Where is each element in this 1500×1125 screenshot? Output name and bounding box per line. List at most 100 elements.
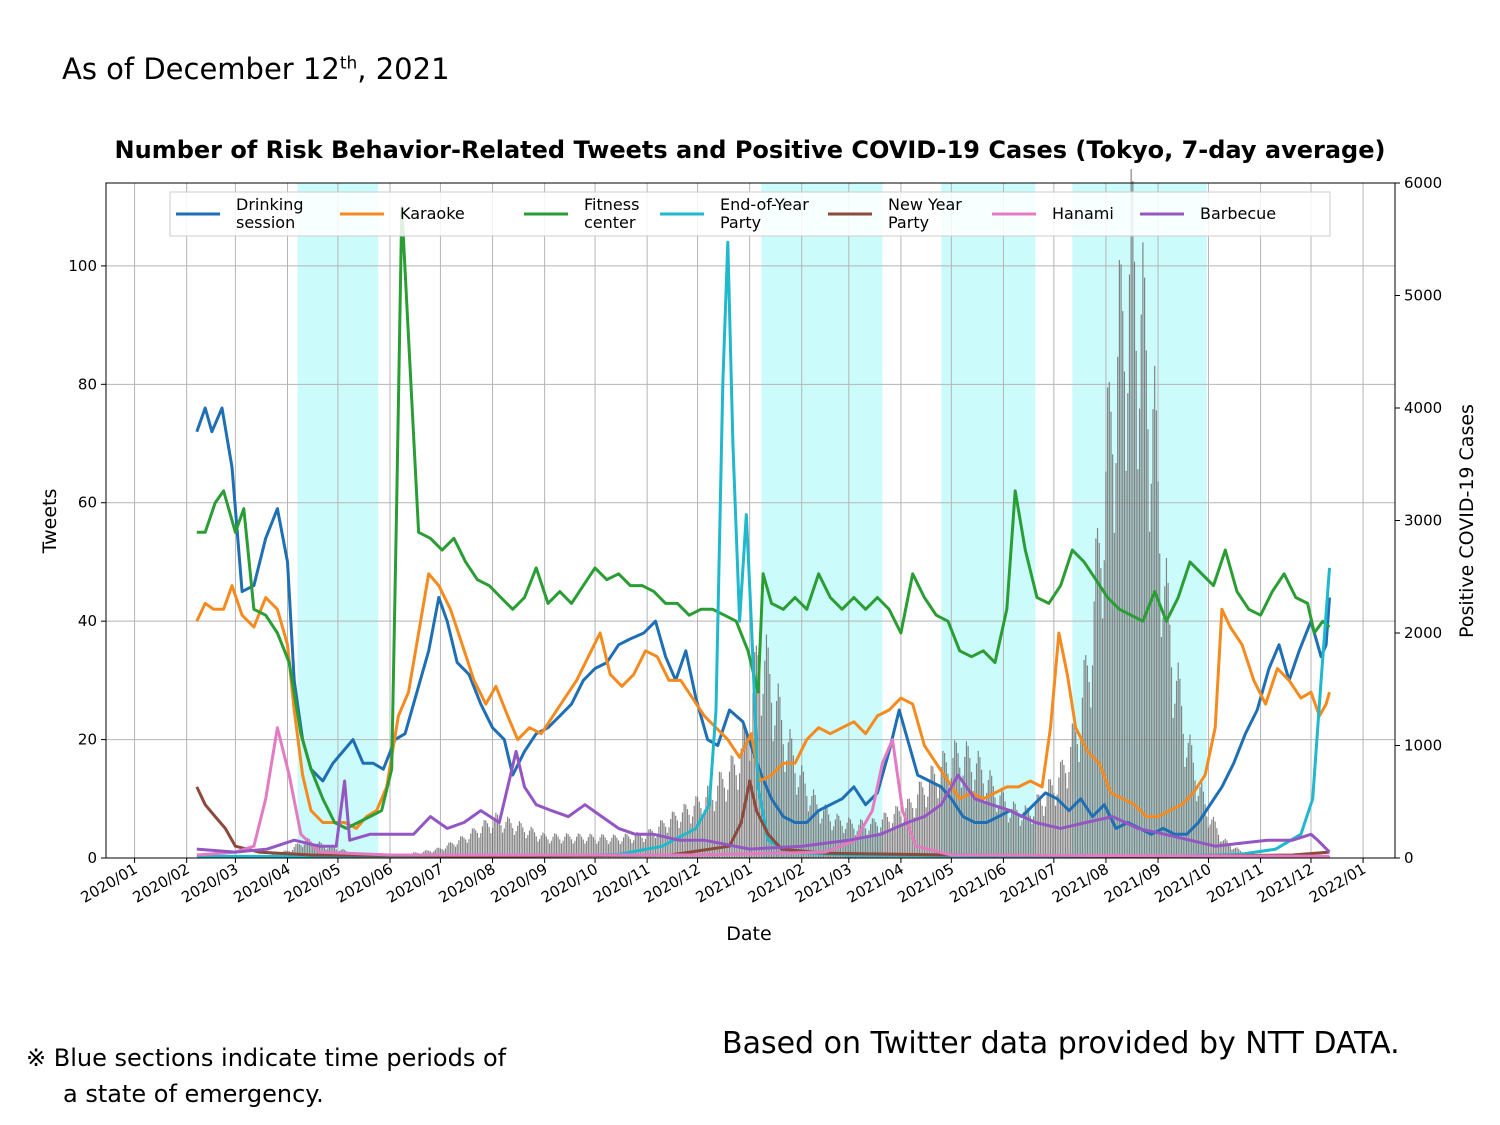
cases-bar	[313, 847, 315, 858]
x-tick-label-20: 2021/09	[1101, 860, 1164, 907]
cases-bar	[438, 847, 440, 858]
cases-bar	[1137, 469, 1139, 858]
cases-bar	[854, 835, 857, 858]
cases-bar	[970, 771, 973, 858]
note-line-1: ※ Blue sections indicate time periods of	[26, 1044, 507, 1072]
x-tick-label-23: 2021/12	[1254, 860, 1317, 907]
legend-label-fitness-center: Fitness center	[584, 195, 639, 232]
cases-bar	[607, 844, 610, 858]
cases-bar	[940, 767, 942, 858]
cases-bar	[629, 839, 631, 858]
cases-bar	[528, 830, 531, 858]
cases-bar	[928, 780, 931, 858]
cases-bar	[1083, 659, 1085, 858]
cases-bar	[972, 791, 974, 858]
cases-bar	[611, 837, 613, 858]
cases-bar	[1006, 810, 1008, 858]
cases-bar	[547, 839, 549, 858]
cases-bar	[752, 692, 754, 858]
cases-bar	[451, 843, 453, 858]
cases-bar	[871, 818, 873, 858]
cases-bar	[1224, 838, 1226, 858]
cases-bar	[518, 821, 521, 858]
cases-bar	[1174, 703, 1176, 858]
cases-bar	[938, 785, 941, 858]
cases-bar	[575, 836, 578, 858]
cases-bar	[591, 834, 593, 858]
cases-bar	[1048, 779, 1050, 858]
cases-bar	[1096, 528, 1099, 858]
cases-bar	[305, 840, 307, 858]
cases-bar	[992, 786, 994, 858]
x-tick-label-8: 2020/09	[488, 860, 551, 907]
cases-bar	[967, 745, 969, 858]
cases-bar	[922, 787, 924, 858]
cases-bar	[1154, 365, 1156, 858]
cases-bar	[533, 832, 536, 858]
cases-bar	[512, 828, 514, 858]
cases-bar	[984, 801, 986, 858]
cases-bar	[903, 818, 905, 858]
cases-bar	[1036, 794, 1038, 858]
cases-bar	[979, 757, 981, 858]
cases-bar	[616, 837, 618, 858]
legend: Drinking session Karaoke Fitness center End-o…	[169, 191, 1331, 237]
cases-bar	[436, 847, 438, 858]
series-line-barbecue	[196, 749, 1331, 854]
cases-bar	[554, 833, 556, 858]
cases-bar	[870, 823, 872, 858]
series-line-karaoke	[195, 572, 1331, 830]
cases-bar	[570, 839, 573, 858]
cases-bar	[673, 812, 675, 858]
cases-bar	[881, 819, 884, 858]
cases-bar	[1177, 662, 1179, 858]
cases-bar	[1201, 782, 1203, 858]
cases-bar	[678, 828, 680, 858]
x-tick-label-21: 2021/10	[1151, 860, 1214, 907]
cases-bar	[807, 811, 810, 858]
cases-bar	[1105, 471, 1107, 858]
cases-bar	[1221, 841, 1223, 858]
cases-bar	[718, 771, 720, 858]
cases-bar	[1078, 761, 1080, 858]
cases-bar	[1112, 454, 1114, 858]
cases-bar	[853, 828, 855, 858]
legend-label-barbecue: Barbecue	[1200, 204, 1276, 223]
cases-bar	[671, 811, 673, 858]
cases-bar	[888, 821, 890, 858]
cases-bar	[303, 844, 305, 858]
cases-bar	[633, 840, 635, 858]
cases-bar	[1059, 761, 1062, 858]
series-lines	[195, 205, 1331, 859]
cases-bar	[606, 840, 608, 858]
cases-bar	[902, 824, 904, 858]
cases-bar	[1014, 803, 1016, 858]
cases-bar	[1180, 705, 1183, 858]
cases-bar	[858, 824, 860, 858]
cases-bar	[540, 835, 542, 858]
cases-bar	[996, 812, 998, 858]
cases-bar	[444, 848, 447, 858]
cases-bar	[885, 813, 887, 858]
cases-bar	[623, 837, 625, 858]
cases-bar	[495, 812, 497, 858]
cases-bar	[685, 804, 687, 858]
cases-bar	[1204, 804, 1206, 858]
cases-bar	[463, 837, 465, 858]
cases-bar	[834, 819, 836, 858]
cases-bar	[1107, 387, 1109, 858]
cases-bar	[581, 836, 583, 858]
cases-bar	[950, 778, 952, 858]
cases-bar	[759, 671, 761, 858]
cases-bar	[715, 801, 717, 858]
cases-bar	[1206, 816, 1208, 858]
cases-bar	[1175, 680, 1178, 858]
cases-bar	[1150, 483, 1152, 858]
x-tick-label-22: 2021/11	[1204, 860, 1267, 907]
cases-bar	[453, 844, 455, 858]
cases-bar	[488, 827, 490, 858]
cases-bar	[493, 819, 495, 858]
x-tick-label-3: 2020/04	[231, 860, 294, 907]
cases-bar	[471, 828, 473, 858]
